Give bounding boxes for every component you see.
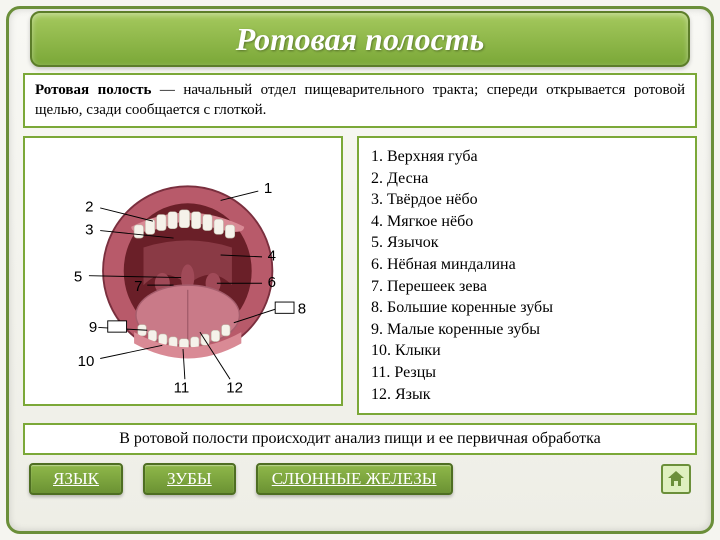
teeth-button[interactable]: ЗУБЫ — [143, 463, 236, 495]
legend-item: 12. Язык — [371, 384, 683, 406]
diagram-label-6: 6 — [268, 274, 276, 291]
diagram-label-7: 7 — [134, 278, 142, 295]
button-row: ЯЗЫК ЗУБЫ СЛЮННЫЕ ЖЕЛЕЗЫ — [29, 463, 691, 495]
diagram-label-5: 5 — [74, 268, 82, 285]
page-title: Ротовая полость — [236, 21, 485, 58]
slide-frame: Ротовая полость Ротовая полость — началь… — [6, 6, 714, 534]
diagram-label-8: 8 — [298, 300, 306, 317]
legend-item: 10. Клыки — [371, 340, 683, 362]
note-box: В ротовой полости происходит анализ пищи… — [23, 423, 697, 455]
diagram-label-11: 11 — [174, 379, 190, 396]
legend-item: 9. Малые коренные зубы — [371, 319, 683, 341]
mouth-diagram: 1 2 3 4 5 6 7 8 9 10 11 12 — [23, 136, 343, 406]
legend-item: 8. Большие коренные зубы — [371, 297, 683, 319]
home-icon[interactable] — [661, 464, 691, 494]
diagram-label-4: 4 — [268, 248, 276, 265]
salivary-glands-button[interactable]: СЛЮННЫЕ ЖЕЛЕЗЫ — [256, 463, 453, 495]
legend-item: 3. Твёрдое нёбо — [371, 189, 683, 211]
diagram-label-3: 3 — [85, 221, 93, 238]
legend-box: 1. Верхняя губа 2. Десна 3. Твёрдое нёбо… — [357, 136, 697, 415]
diagram-label-12: 12 — [226, 379, 243, 396]
legend-item: 2. Десна — [371, 168, 683, 190]
definition-term: Ротовая полость — [35, 82, 151, 98]
note-text: В ротовой полости происходит анализ пищи… — [119, 430, 600, 447]
definition-box: Ротовая полость — начальный отдел пищева… — [23, 73, 697, 128]
legend-item: 4. Мягкое нёбо — [371, 211, 683, 233]
diagram-label-9: 9 — [89, 319, 97, 336]
legend-item: 7. Перешеек зева — [371, 276, 683, 298]
legend-item: 1. Верхняя губа — [371, 146, 683, 168]
diagram-label-10: 10 — [78, 353, 95, 370]
title-banner: Ротовая полость — [30, 11, 690, 67]
diagram-label-2: 2 — [85, 199, 93, 216]
diagram-label-1: 1 — [264, 180, 272, 197]
legend-item: 11. Резцы — [371, 362, 683, 384]
legend-item: 5. Язычок — [371, 232, 683, 254]
legend-item: 6. Нёбная миндалина — [371, 254, 683, 276]
middle-row: 1 2 3 4 5 6 7 8 9 10 11 12 1. Верхняя гу… — [23, 136, 697, 415]
tongue-button[interactable]: ЯЗЫК — [29, 463, 123, 495]
